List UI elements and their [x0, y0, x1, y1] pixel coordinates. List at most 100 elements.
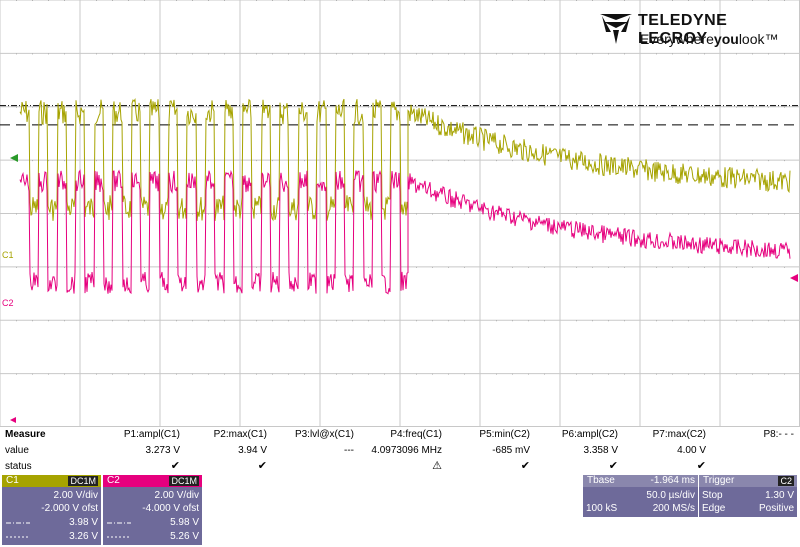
grid-tick: [704, 53, 705, 55]
grid-tick: [208, 266, 209, 268]
trigger-descriptor[interactable]: Trigger C2 Stop 1.30 V Edge Positive: [699, 475, 797, 517]
grid-tick: [608, 320, 609, 322]
grid-tick: [48, 266, 49, 268]
grid-tick: [16, 266, 17, 268]
p6-header[interactable]: P6:ampl(C2): [561, 429, 618, 440]
c2-volts-per-div: 2.00 V/div: [154, 490, 199, 501]
p2-header[interactable]: P2:max(C1): [213, 429, 267, 440]
grid-tick: [784, 53, 785, 55]
grid-tick: [304, 160, 305, 162]
grid-tick: [512, 106, 513, 108]
grid-tick: [592, 53, 593, 55]
c1-descriptor-header: C1 DC1M: [2, 475, 101, 487]
grid-tick: [16, 0, 17, 1]
grid-tick: [752, 266, 753, 268]
trigger-mode: Stop: [702, 490, 723, 501]
grid-tick: [224, 373, 225, 375]
grid-tick: [656, 266, 657, 268]
grid-tick: [192, 320, 193, 322]
grid-tick: [272, 160, 273, 162]
grid-tick: [496, 160, 497, 162]
grid-tick: [368, 53, 369, 55]
grid-tick: [688, 0, 689, 1]
grid-tick: [48, 53, 49, 55]
grid-tick: [368, 106, 369, 108]
grid-tick: [368, 373, 369, 375]
grid-tick: [112, 320, 113, 322]
measurement-table[interactable]: Measure P1:ampl(C1) P2:max(C1) P3:lvl@x(…: [0, 427, 800, 475]
grid-tick: [672, 106, 673, 108]
grid-tick: [224, 0, 225, 1]
p8-header[interactable]: P8:- - -: [763, 429, 794, 440]
p1-status-check-icon: ✔: [170, 460, 180, 472]
grid-tick: [96, 266, 97, 268]
grid-tick: [704, 0, 705, 1]
grid-tick: [592, 320, 593, 322]
p3-value: ---: [344, 445, 354, 456]
grid-tick: [704, 373, 705, 375]
p4-status-warning-icon: ⚠: [432, 460, 442, 472]
grid-tick: [64, 213, 65, 215]
grid-tick: [544, 160, 545, 162]
timebase-descriptor[interactable]: Tbase -1.964 ms 50.0 µs/div 100 kS 200 M…: [583, 475, 698, 517]
time-per-div: 50.0 µs/div: [646, 490, 695, 501]
grid-tick: [176, 53, 177, 55]
c1-channel-descriptor[interactable]: C1 DC1M 2.00 V/div -2.000 V ofst 3.98 V …: [2, 475, 101, 545]
grid-tick: [784, 106, 785, 108]
grid-tick: [592, 0, 593, 1]
p1-header[interactable]: P1:ampl(C1): [123, 429, 180, 440]
grid-tick: [752, 373, 753, 375]
grid-tick: [32, 213, 33, 215]
grid-tick: [768, 0, 769, 1]
grid-tick: [768, 320, 769, 322]
c2-channel-descriptor[interactable]: C2 DC1M 2.00 V/div -4.000 V ofst 5.98 V …: [103, 475, 202, 545]
measure-title: Measure: [5, 429, 46, 440]
grid-tick: [624, 213, 625, 215]
grid-tick: [256, 373, 257, 375]
p2-status-check-icon: ✔: [257, 460, 267, 472]
grid-tick: [704, 160, 705, 162]
p7-header[interactable]: P7:max(C2): [652, 429, 706, 440]
waveform-grid[interactable]: C1 C2: [0, 0, 800, 427]
grid-tick: [128, 373, 129, 375]
p3-header[interactable]: P3:lvl@x(C1): [294, 429, 354, 440]
value-row-label: value: [5, 445, 29, 456]
grid-tick: [528, 106, 529, 108]
c2-trace: [19, 169, 791, 295]
grid-tick: [464, 53, 465, 55]
grid-tick: [208, 160, 209, 162]
grid-tick: [752, 0, 753, 1]
sample-count: 100 kS: [586, 503, 618, 514]
grid-tick: [416, 160, 417, 162]
grid-tick: [512, 266, 513, 268]
grid-tick: [64, 320, 65, 322]
grid-tick: [592, 213, 593, 215]
grid-tick: [256, 213, 257, 215]
grid-tick: [656, 0, 657, 1]
p4-header[interactable]: P4:freq(C1): [390, 429, 442, 440]
grid-tick: [144, 320, 145, 322]
grid-tick: [352, 0, 353, 1]
grid-tick: [624, 320, 625, 322]
grid-tick: [736, 106, 737, 108]
c2-cursor2-value: 5.26 V: [170, 531, 199, 542]
grid-tick: [16, 106, 17, 108]
p5-header[interactable]: P5:min(C2): [479, 429, 530, 440]
grid-tick: [416, 0, 417, 1]
grid-tick: [496, 0, 497, 1]
grid-tick: [304, 53, 305, 55]
grid-tick: [544, 213, 545, 215]
grid-tick: [64, 53, 65, 55]
grid-tick: [192, 266, 193, 268]
grid-tick: [352, 106, 353, 108]
trigger-source-badge: C2: [778, 476, 794, 486]
grid-tick: [432, 320, 433, 322]
grid-tick: [512, 320, 513, 322]
grid-tick: [576, 106, 577, 108]
grid-tick: [272, 266, 273, 268]
grid-tick: [672, 160, 673, 162]
trigger-type: Edge: [702, 503, 726, 514]
grid-tick: [208, 213, 209, 215]
grid-tick: [256, 0, 257, 1]
grid-tick: [48, 320, 49, 322]
